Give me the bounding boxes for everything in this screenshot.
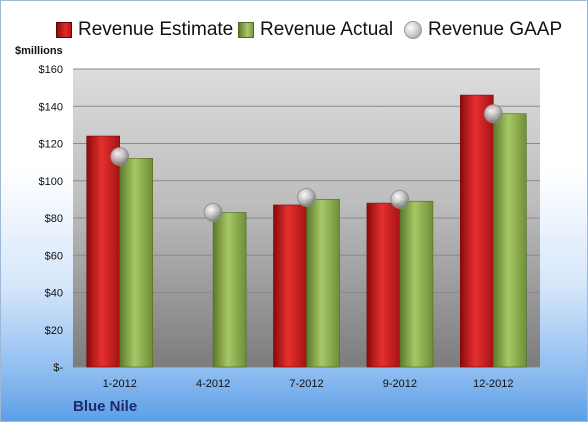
legend-item-actual: Revenue Actual [238, 15, 393, 45]
company-name: Blue Nile [73, 398, 138, 415]
legend-swatch-actual [238, 22, 254, 38]
y-axis-ticks: $- $20 $40 $60 $80 $100 $120 $140 $160 [39, 64, 64, 374]
bar-revenue-actual [119, 158, 153, 368]
legend-item-estimate: Revenue Estimate [56, 15, 233, 45]
bar-revenue-actual [212, 212, 247, 368]
legend-item-gaap: Revenue GAAP [404, 15, 562, 45]
legend-swatch-estimate [56, 22, 72, 38]
y-tick-label: $- [53, 362, 63, 374]
y-tick-label: $60 [45, 250, 63, 262]
y-tick-label: $100 [39, 176, 63, 188]
legend-label-gaap: Revenue GAAP [428, 19, 563, 40]
x-axis-ticks: 1-2012 4-2012 7-2012 9-2012 12-2012 [103, 378, 514, 390]
marker-revenue-gaap [110, 147, 130, 166]
y-tick-label: $160 [39, 64, 63, 76]
legend: Revenue Estimate Revenue Actual Revenue … [1, 15, 588, 45]
x-tick-label: 4-2012 [196, 378, 230, 390]
marker-revenue-gaap [390, 189, 410, 209]
legend-label-estimate: Revenue Estimate [78, 19, 234, 40]
x-tick-label: 12-2012 [473, 378, 513, 390]
gaap-markers [110, 104, 503, 222]
x-tick-label: 9-2012 [383, 378, 417, 390]
y-tick-label: $40 [45, 288, 63, 300]
x-tick-label: 7-2012 [289, 378, 323, 390]
y-tick-label: $80 [45, 213, 63, 225]
y-axis-unit-label: $millions [15, 45, 63, 57]
x-tick-label: 1-2012 [103, 378, 137, 390]
bar-revenue-estimate [86, 135, 120, 368]
marker-revenue-gaap [297, 188, 316, 207]
marker-revenue-gaap [483, 104, 503, 124]
bar-revenue-actual [399, 200, 434, 368]
legend-label-actual: Revenue Actual [260, 19, 394, 40]
marker-revenue-gaap [203, 203, 223, 222]
bar-revenue-estimate [273, 204, 307, 368]
y-tick-label: $20 [45, 325, 63, 337]
y-tick-label: $120 [39, 139, 63, 151]
bars [86, 94, 527, 368]
bar-revenue-actual [306, 199, 340, 368]
legend-swatch-gaap [404, 21, 422, 39]
bar-revenue-actual [492, 113, 527, 368]
bar-revenue-estimate [366, 202, 401, 368]
bar-revenue-estimate [459, 94, 494, 368]
y-tick-label: $140 [39, 101, 63, 113]
